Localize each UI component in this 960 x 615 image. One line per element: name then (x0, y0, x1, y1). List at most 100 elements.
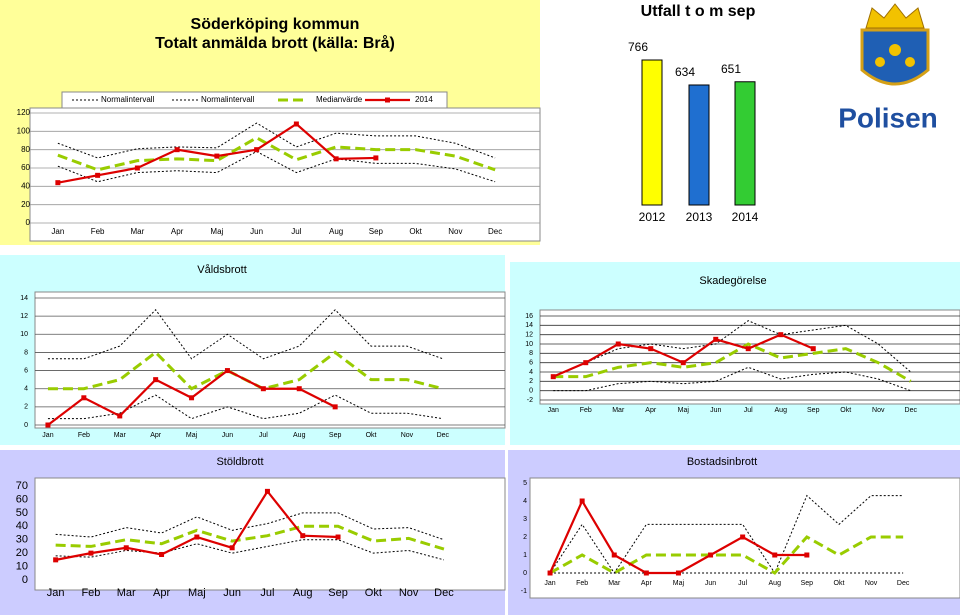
point-marker (296, 386, 302, 392)
point-marker (88, 550, 94, 556)
y-tick-label: 50 (16, 507, 28, 519)
x-tick-label: Aug (769, 580, 782, 587)
point-marker (264, 488, 270, 494)
point-marker (333, 156, 339, 162)
chart-title: Bostadsinbrott (687, 456, 757, 468)
y-tick-label: 6 (24, 367, 28, 374)
chart-title: Söderköping kommun (191, 16, 360, 33)
series-line (553, 366, 911, 392)
y-tick-label: -2 (527, 397, 533, 404)
y-tick-label: 30 (16, 534, 28, 546)
plot-area (34, 291, 506, 429)
point-marker (229, 545, 235, 551)
point-marker (332, 404, 338, 410)
series-line (553, 320, 912, 378)
x-tick-label: Jun (223, 587, 241, 599)
x-tick-label: Okt (834, 580, 845, 587)
x-tick-label: Okt (365, 587, 382, 599)
x-tick-label: Dec (905, 407, 918, 414)
x-tick-label: Apr (641, 580, 653, 587)
x-tick-label: Maj (188, 587, 206, 599)
x-tick-label: Jul (744, 407, 753, 414)
point-marker (611, 552, 617, 558)
point-marker (583, 360, 589, 366)
point-marker (373, 155, 379, 161)
value-label: 651 (721, 62, 741, 76)
point-marker (194, 534, 200, 540)
x-tick-label: Feb (78, 432, 90, 439)
crown (865, 3, 925, 29)
x-tick-label: Dec (897, 580, 910, 587)
chart-title: Skadegörelse (699, 275, 766, 287)
y-tick-label: 12 (525, 332, 533, 339)
y-tick-label: 0 (529, 388, 533, 395)
x-tick-label: Sep (329, 432, 342, 439)
y-tick-label: 100 (17, 126, 31, 135)
x-tick-label: Mar (608, 580, 621, 587)
x-tick-label: Sep (807, 407, 820, 414)
x-tick-label: Maj (186, 432, 198, 439)
x-tick-label: Feb (576, 580, 588, 587)
point-marker (189, 395, 195, 401)
x-tick-label: Mar (612, 407, 625, 414)
x-tick-label: Maj (673, 580, 685, 587)
legend-box (61, 91, 448, 109)
y-tick-label: 10 (20, 331, 28, 338)
point-marker (55, 180, 61, 186)
y-tick-label: 60 (21, 163, 30, 172)
point-marker (615, 341, 621, 347)
x-tick-label: Aug (293, 432, 306, 439)
logo-text: Polisen (838, 102, 938, 133)
x-tick-label: Aug (329, 227, 343, 236)
point-marker (579, 498, 585, 504)
y-tick-label: 5 (523, 480, 527, 487)
series-line (55, 512, 445, 541)
x-tick-label: Okt (409, 227, 422, 236)
value-label: 634 (675, 65, 695, 79)
x-tick-label: Aug (775, 407, 788, 414)
y-tick-label: 2 (24, 404, 28, 411)
shield (860, 28, 930, 86)
x-tick-label: Jun (222, 432, 233, 439)
x-tick-label: Okt (366, 432, 377, 439)
series-line (57, 136, 496, 172)
x-tick-label: Sep (369, 227, 384, 236)
point-marker (224, 368, 230, 374)
crown-small (889, 44, 901, 56)
y-tick-label: 120 (17, 108, 31, 117)
x-tick-label: Feb (81, 587, 100, 599)
point-marker (159, 551, 165, 557)
series-line (57, 122, 496, 159)
x-tick-label: Jun (705, 580, 716, 587)
chart-subtitle: Totalt anmälda brott (källa: Brå) (155, 34, 395, 52)
point-marker (810, 346, 816, 352)
x-tick-label: Apr (150, 432, 162, 439)
x-tick-label: Nov (401, 432, 414, 439)
y-tick-label: 3 (523, 516, 527, 523)
plot-area (539, 309, 960, 405)
point-marker (95, 172, 101, 178)
x-tick-label: Nov (865, 580, 878, 587)
y-tick-label: 14 (20, 295, 28, 302)
x-tick-label: Dec (437, 432, 450, 439)
point-marker (680, 360, 686, 366)
x-tick-label: Jan (51, 227, 64, 236)
x-tick-label: Nov (399, 587, 419, 599)
value-label: 766 (628, 40, 648, 54)
bar (641, 59, 663, 206)
point-marker (778, 332, 784, 338)
point-marker (745, 346, 751, 352)
y-tick-label: 1 (523, 552, 527, 559)
x-tick-label: Apr (153, 587, 170, 599)
x-tick-label: Sep (328, 587, 348, 599)
point-marker (713, 336, 719, 342)
crown-small (905, 57, 915, 67)
point-marker (53, 557, 59, 563)
x-tick-label: Apr (171, 227, 184, 236)
y-tick-label: -1 (521, 588, 527, 595)
y-tick-label: 4 (529, 369, 533, 376)
y-tick-label: 0 (22, 574, 28, 586)
y-tick-label: 0 (26, 218, 31, 227)
x-tick-label: Maj (210, 227, 223, 236)
